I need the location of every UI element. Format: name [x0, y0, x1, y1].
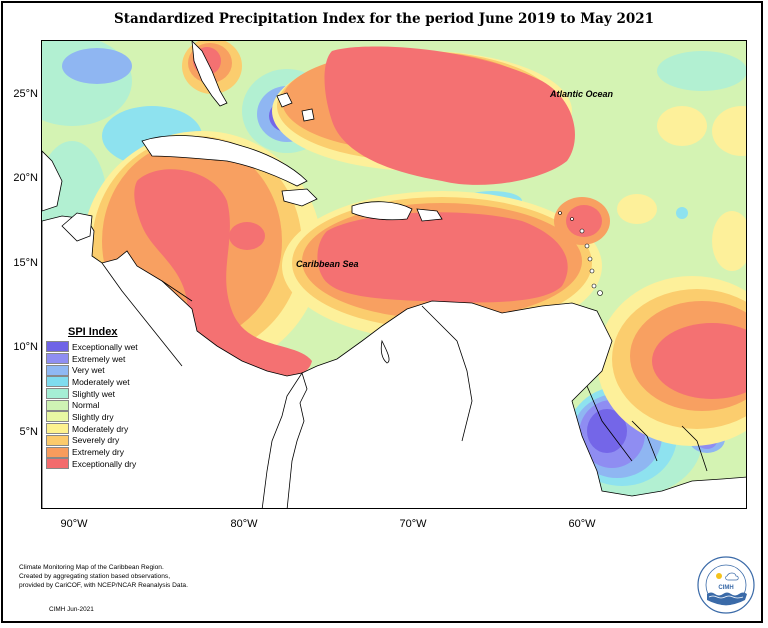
cimh-logo: CIMH [697, 556, 755, 614]
legend-label: Very wet [72, 365, 105, 376]
footnote: Climate Monitoring Map of the Caribbean … [19, 563, 188, 590]
legend-item: Exceptionally wet [46, 341, 170, 353]
legend-label: Moderately wet [72, 376, 130, 387]
legend-swatch [46, 388, 69, 400]
footnote-line-1: Climate Monitoring Map of the Caribbean … [19, 564, 164, 571]
legend-item: Exceptionally dry [46, 458, 170, 470]
legend-swatch [46, 411, 69, 423]
legend-swatch [46, 364, 69, 376]
legend-item: Slightly wet [46, 388, 170, 400]
footnote-line-2: Created by aggregating station based obs… [19, 573, 171, 580]
legend-item: Moderately wet [46, 376, 170, 388]
legend-item: Moderately dry [46, 423, 170, 435]
legend-label: Exceptionally dry [72, 458, 137, 469]
legend-item: Extremely wet [46, 353, 170, 365]
spi-map [41, 40, 747, 509]
legend-swatch [46, 458, 69, 470]
legend-label: Slightly wet [72, 388, 115, 399]
legend-swatch [46, 446, 69, 458]
legend-label: Extremely dry [72, 447, 124, 458]
legend-item: Severely dry [46, 434, 170, 447]
lat-label-20n: 20°N [13, 172, 38, 184]
legend-label: Exceptionally wet [72, 341, 138, 352]
spi-legend: SPI Index Exceptionally wet Extremely wet… [46, 326, 170, 470]
land-masses [42, 41, 746, 508]
legend-item: Slightly dry [46, 411, 170, 423]
atlantic-ocean-label: Atlantic Ocean [550, 89, 614, 99]
caribbean-sea-label: Caribbean Sea [296, 259, 359, 269]
legend-swatch [46, 341, 69, 353]
legend-label: Moderately dry [72, 423, 129, 434]
lat-label-5n: 5°N [19, 426, 38, 438]
lat-label-25n: 25°N [13, 88, 38, 100]
legend-swatch [46, 423, 69, 435]
legend-swatch [46, 399, 69, 411]
legend-label: Extremely wet [72, 353, 126, 364]
lon-label-70w: 70°W [399, 518, 427, 530]
footnote-line-3: provided by CariCOF, with NCEP/NCAR Rean… [19, 582, 188, 589]
legend-item: Extremely dry [46, 446, 170, 458]
legend-label: Slightly dry [72, 411, 114, 422]
legend-swatch [46, 353, 69, 365]
credit-text: CIMH Jun-2021 [49, 606, 94, 613]
legend-item: Very wet [46, 364, 170, 376]
cimh-logo-graphic: CIMH [697, 556, 755, 614]
lon-label-90w: 90°W [60, 518, 88, 530]
legend-swatch [46, 376, 69, 388]
legend-title: SPI Index [68, 326, 118, 338]
logo-text: CIMH [718, 585, 733, 591]
lon-label-80w: 80°W [230, 518, 258, 530]
lat-label-10n: 10°N [13, 341, 38, 353]
lon-label-60w: 60°W [568, 518, 596, 530]
legend-items: Exceptionally wet Extremely wet Very wet Mo… [46, 341, 170, 470]
island-dots [558, 211, 603, 296]
legend-label: Severely dry [72, 435, 120, 446]
lat-label-15n: 15°N [13, 257, 38, 269]
legend-swatch [46, 434, 69, 446]
spi-map-canvas [42, 41, 746, 508]
legend-item: Normal [46, 399, 170, 411]
map-title: Standardized Precipitation Index for the… [113, 11, 655, 27]
legend-label: Normal [72, 400, 100, 411]
